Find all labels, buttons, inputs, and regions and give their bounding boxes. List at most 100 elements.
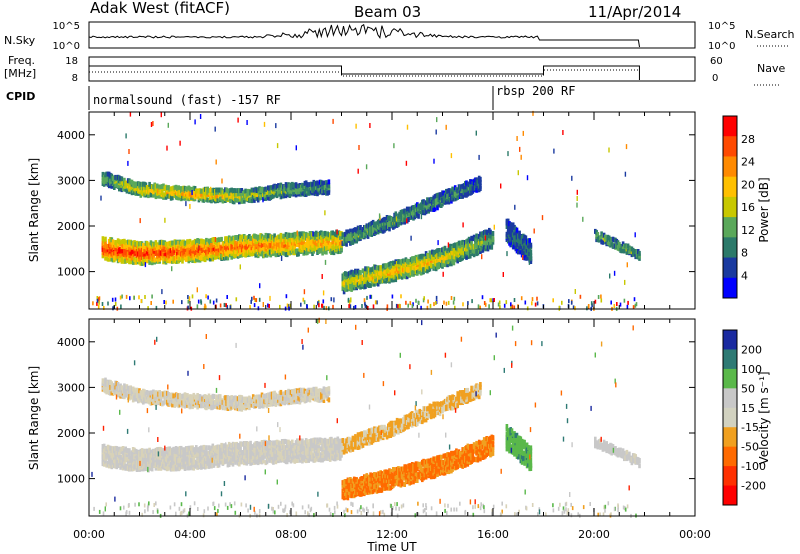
heatmap-cell (437, 240, 439, 246)
heatmap-cell (301, 438, 304, 444)
heatmap-cell (568, 299, 570, 304)
heatmap-cell (133, 295, 135, 300)
heatmap-cell (446, 248, 449, 254)
heatmap-cell (101, 302, 104, 306)
heatmap-cell (118, 446, 121, 452)
heatmap-cell (168, 192, 172, 198)
heatmap-cell (150, 122, 153, 127)
heatmap-cell (187, 295, 189, 299)
heatmap-cell (407, 303, 409, 308)
heatmap-cell (359, 270, 362, 276)
heatmap-cell (315, 456, 318, 462)
heatmap-cell (273, 192, 276, 198)
heatmap-cell (507, 151, 509, 157)
heatmap-cell (270, 449, 274, 455)
heatmap-cell (400, 267, 404, 273)
heatmap-cell (472, 180, 475, 186)
heatmap-cell (187, 299, 190, 304)
heatmap-cell (275, 191, 279, 197)
heatmap-cell (601, 239, 605, 245)
heatmap-cell (423, 296, 425, 301)
heatmap-cell (333, 297, 335, 303)
heatmap-cell (426, 305, 429, 310)
heatmap-cell (111, 239, 115, 245)
heatmap-cell (275, 455, 279, 461)
heatmap-cell (484, 302, 487, 307)
heatmap-cell (318, 303, 320, 308)
heatmap-cell (467, 301, 469, 306)
heatmap-cell (386, 304, 389, 309)
heatmap-cell (181, 300, 183, 305)
heatmap-cell (446, 196, 449, 202)
heatmap-cell (317, 446, 321, 452)
heatmap-cell (350, 279, 353, 284)
heatmap-cell (107, 301, 109, 306)
heatmap-cell (323, 236, 327, 241)
heatmap-cell (214, 237, 217, 242)
heatmap-cell (182, 447, 185, 453)
heatmap-cell (121, 294, 123, 299)
heatmap-cell (253, 303, 256, 308)
heatmap-cell (631, 247, 635, 253)
heatmap-cell (572, 305, 575, 310)
heatmap-cell (317, 443, 321, 449)
heatmap-cell (101, 241, 105, 246)
heatmap-cell (101, 181, 105, 186)
heatmap-cell (208, 256, 212, 262)
heatmap-cell (328, 445, 332, 451)
heatmap-cell (576, 196, 578, 201)
heatmap-cell (378, 274, 381, 280)
heatmap-cell (347, 297, 350, 302)
heatmap-cell (135, 452, 139, 458)
heatmap-cell (453, 296, 456, 301)
heatmap-cell (364, 301, 366, 306)
heatmap-cell (452, 246, 456, 252)
heatmap-cell (275, 448, 279, 454)
heatmap-cell (225, 303, 227, 308)
heatmap-cell (318, 185, 322, 191)
heatmap-cell (406, 124, 409, 130)
heatmap-cell (528, 259, 531, 265)
heatmap-cell (227, 240, 231, 246)
heatmap-cell (161, 190, 164, 195)
heatmap-cell (433, 302, 435, 307)
heatmap-cell (325, 249, 328, 255)
heatmap-cell (371, 277, 375, 283)
heatmap-cell (371, 266, 375, 272)
heatmap-cell (499, 305, 501, 310)
heatmap-cell (263, 241, 266, 247)
heatmap-cell (152, 121, 154, 126)
heatmap-cell (202, 444, 206, 450)
heatmap-cell (312, 248, 316, 254)
heatmap-cell (113, 255, 116, 261)
heatmap-cell (626, 304, 629, 309)
heatmap-cell (437, 248, 441, 253)
heatmap-cell (321, 232, 324, 238)
heatmap-cell (123, 248, 126, 254)
heatmap-cell (427, 257, 430, 262)
heatmap-cell (475, 248, 478, 253)
y-tick-label: 2000 (57, 220, 85, 233)
heatmap-cell (123, 180, 126, 186)
heatmap-cell (128, 450, 131, 456)
heatmap-cell (522, 130, 524, 136)
heatmap-cell (422, 199, 425, 205)
heatmap-cell (196, 304, 199, 309)
heatmap-cell (373, 281, 376, 287)
heatmap-cell (422, 298, 425, 303)
heatmap-cell (159, 447, 163, 453)
heatmap-cell (98, 297, 100, 302)
heatmap-cell (272, 459, 275, 465)
heatmap-cell (143, 260, 146, 266)
heatmap-cell (552, 298, 554, 303)
heatmap-cell (514, 204, 516, 210)
heatmap-cell (361, 304, 363, 308)
heatmap-cell (171, 266, 173, 272)
heatmap-cell (313, 304, 315, 309)
heatmap-cell (472, 243, 476, 249)
heatmap-cell (471, 299, 473, 304)
heatmap-cell (349, 228, 352, 234)
heatmap-cell (275, 244, 279, 250)
heatmap-cell (119, 295, 122, 300)
heatmap-cell (582, 216, 584, 222)
